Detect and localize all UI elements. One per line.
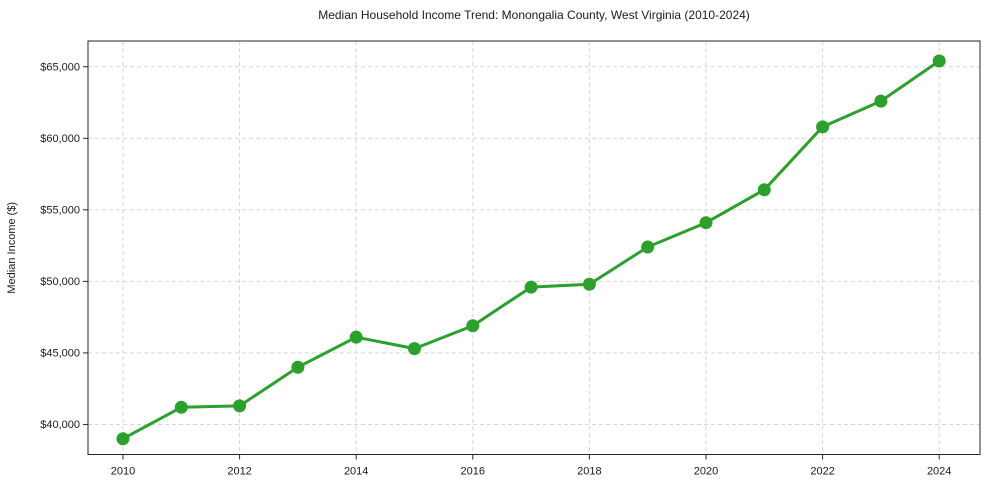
data-point bbox=[582, 277, 596, 291]
y-tick-label: $50,000 bbox=[40, 276, 80, 288]
x-tick-label: 2016 bbox=[461, 466, 485, 478]
data-point bbox=[349, 330, 363, 344]
y-tick-label: $40,000 bbox=[40, 419, 80, 431]
data-point bbox=[816, 120, 830, 134]
y-tick-label: $65,000 bbox=[40, 61, 80, 73]
data-point bbox=[233, 399, 247, 413]
x-tick-label: 2012 bbox=[227, 466, 251, 478]
x-tick-label: 2022 bbox=[810, 466, 834, 478]
x-tick-label: 2020 bbox=[694, 466, 718, 478]
data-point bbox=[291, 360, 305, 374]
y-tick-label: $60,000 bbox=[40, 133, 80, 145]
chart-layer: $40,000 $45,000 $50,000 $55,000 $60,000 $65,0… bbox=[40, 40, 981, 478]
plot-frame bbox=[87, 40, 981, 455]
x-tick-label: 2010 bbox=[111, 466, 135, 478]
trend-line bbox=[121, 59, 941, 441]
data-point bbox=[174, 400, 188, 414]
data-point bbox=[699, 216, 713, 230]
x-tick-label: 2018 bbox=[577, 466, 601, 478]
data-point bbox=[116, 432, 130, 446]
y-tick-label: $55,000 bbox=[40, 204, 80, 216]
data-point bbox=[524, 280, 538, 294]
data-point bbox=[874, 94, 888, 108]
data-point bbox=[932, 54, 946, 68]
data-point bbox=[757, 183, 771, 197]
y-axis-label: Median Income ($) bbox=[6, 202, 18, 294]
y-tick-label: $45,000 bbox=[40, 347, 80, 359]
x-tick-label: 2024 bbox=[927, 466, 951, 478]
data-point bbox=[407, 342, 421, 356]
chart-title: Median Household Income Trend: Monongali… bbox=[318, 8, 750, 22]
x-tick-label: 2014 bbox=[344, 466, 368, 478]
data-point bbox=[641, 240, 655, 254]
data-point bbox=[466, 319, 480, 333]
